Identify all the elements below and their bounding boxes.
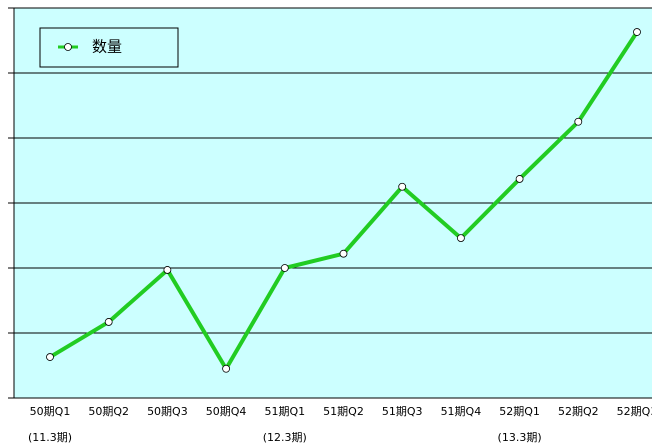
legend-marker: [64, 43, 72, 51]
x-tick-label: 50期Q2: [88, 405, 129, 418]
data-point: [222, 364, 231, 373]
data-point: [46, 353, 54, 361]
period-label: (11.3期): [28, 431, 72, 444]
legend-label: 数量: [92, 38, 122, 56]
data-point: [456, 234, 465, 243]
x-tick-label: 50期Q1: [30, 405, 71, 418]
data-point: [104, 318, 113, 326]
period-label: (12.3期): [263, 431, 307, 444]
x-tick-label: 51期Q2: [323, 405, 364, 418]
x-tick-label: 52期Q1: [499, 405, 540, 418]
x-tick-label: 51期Q1: [264, 405, 305, 418]
x-tick-label: 52期Q3: [617, 405, 652, 418]
data-point: [574, 117, 583, 126]
data-point: [515, 175, 524, 183]
x-tick-label: 51期Q3: [382, 405, 423, 418]
period-label: (13.3期): [498, 431, 542, 444]
x-tick-label: 51期Q4: [441, 405, 482, 418]
x-tick-label: 50期Q4: [206, 405, 247, 418]
legend: 数量: [39, 27, 179, 68]
data-point: [339, 249, 348, 258]
data-point: [163, 266, 172, 274]
x-tick-label: 52期Q2: [558, 405, 599, 418]
data-point: [633, 28, 641, 36]
x-tick-label: 50期Q3: [147, 405, 188, 418]
data-point: [280, 264, 289, 272]
data-point: [398, 182, 407, 191]
